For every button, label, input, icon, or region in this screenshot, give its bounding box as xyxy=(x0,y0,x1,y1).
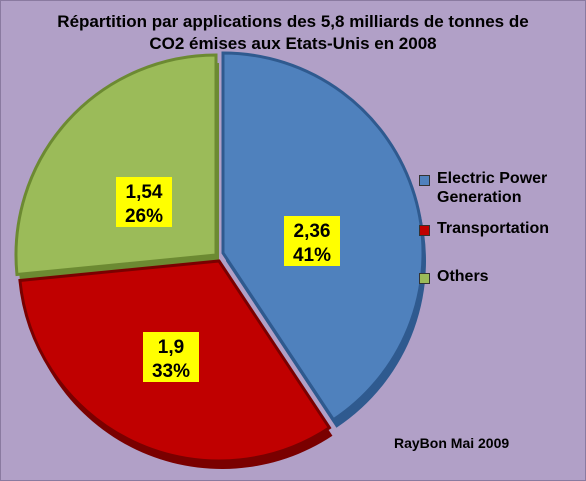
legend-swatch xyxy=(419,175,430,186)
data-label-percent: 41% xyxy=(293,245,331,266)
chart-title: Répartition par applications des 5,8 mil… xyxy=(1,11,585,55)
legend-swatch xyxy=(419,273,430,284)
data-label-background xyxy=(143,332,199,382)
pie-slice-others xyxy=(14,53,218,277)
data-label-percent: 26% xyxy=(125,206,163,227)
data-label-percent: 33% xyxy=(152,361,190,382)
credit-label: RayBon Mai 2009 xyxy=(394,435,510,451)
legend-label: Electric Power Generation xyxy=(437,170,548,206)
chart-title-line-2: CO2 émises aux Etats-Unis en 2008 xyxy=(149,34,437,53)
data-label-value: 1,54 xyxy=(126,182,163,203)
data-label-background xyxy=(116,177,172,227)
data-label: 1,54 26% xyxy=(116,177,172,227)
legend-swatch xyxy=(419,225,430,236)
legend-label: Transportation xyxy=(437,220,550,237)
data-label: 2,36 41% xyxy=(284,216,340,266)
data-label-background xyxy=(284,216,340,266)
chart-title-line-1: Répartition par applications des 5,8 mil… xyxy=(57,12,529,31)
data-label-value: 1,9 xyxy=(158,337,184,358)
legend-label: Others xyxy=(437,268,489,285)
data-label-value: 2,36 xyxy=(294,221,331,242)
data-label: 1,933% xyxy=(143,332,199,382)
